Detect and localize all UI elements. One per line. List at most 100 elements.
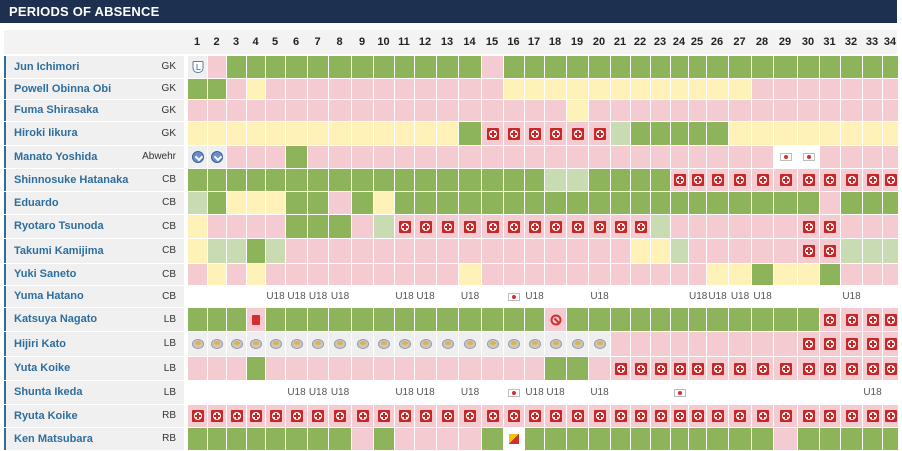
player-name-link[interactable]: Eduardo <box>14 197 59 209</box>
matchday-cell-absent <box>227 146 246 168</box>
matchday-cell-not-in-squad <box>567 381 588 404</box>
matchday-cell-injury <box>545 405 566 427</box>
injury-icon <box>549 127 562 140</box>
matchday-cell-bench <box>247 122 265 145</box>
player-name-link[interactable]: Shunta Ikeda <box>14 386 83 398</box>
matchday-cell-u18: U18 <box>329 381 351 404</box>
matchday-cell-absent <box>286 264 307 285</box>
matchday-cell-available <box>729 308 751 331</box>
matchday-cell-available <box>651 308 670 331</box>
matchday-cell-injury <box>841 405 862 427</box>
player-name-link[interactable]: Ryotaro Tsunoda <box>14 220 104 232</box>
matchday-cell-absent <box>820 192 840 214</box>
matchday-cell-u18: U18 <box>286 286 307 307</box>
matchday-cell-available <box>798 428 819 450</box>
player-name-link[interactable]: Jun Ichimori <box>14 61 80 73</box>
matchday-cell-available <box>883 192 898 214</box>
matchday-cell-bench <box>459 264 481 285</box>
matchday-cell-bench <box>395 122 414 145</box>
matchday-cell-absent <box>671 264 688 285</box>
matchday-cell-absent <box>883 79 898 99</box>
player-name-link[interactable]: Yuma Hatano <box>14 290 84 302</box>
matchday-cell-available <box>266 308 285 331</box>
matchday-cell-available <box>352 169 373 191</box>
injury-icon <box>441 220 454 233</box>
matchday-cell-bench <box>611 79 630 99</box>
player-name-link[interactable]: Shinnosuke Hatanaka <box>14 174 129 186</box>
player-row-header: Yuki Saneto CB <box>4 264 184 285</box>
matchday-cell-available <box>841 56 862 78</box>
matchday-cell-loan <box>395 332 414 356</box>
matchday-cell-injury <box>504 405 524 427</box>
matchday-cell-available <box>415 308 436 331</box>
matchday-cell-available <box>671 122 688 145</box>
matchday-cell-u18: U18 <box>689 286 707 307</box>
injury-icon <box>486 410 499 422</box>
matchday-cell-absent <box>504 100 524 121</box>
matchday-cell-not-in-squad <box>482 381 503 404</box>
injury-icon <box>845 313 858 326</box>
matchday-cell-not-in-squad <box>266 381 285 404</box>
matchday-cell-absent <box>774 332 797 356</box>
matchday-cell-not-in-squad <box>227 381 246 404</box>
matchday-cell-absent <box>266 146 285 168</box>
matchday-cell-absent <box>395 79 414 99</box>
player-name-link[interactable]: Manato Yoshida <box>14 151 98 163</box>
player-name-link[interactable]: Ken Matsubara <box>14 433 93 445</box>
player-name-link[interactable]: Hijiri Kato <box>14 338 66 350</box>
player-name-link[interactable]: Yuki Saneto <box>14 268 77 280</box>
matchday-number: 24 <box>672 36 686 48</box>
matchday-cell-bench <box>729 264 751 285</box>
matchday-cell-available <box>459 56 481 78</box>
loan-icon <box>230 339 243 349</box>
matchday-cell-available <box>774 56 797 78</box>
injury-icon <box>486 220 499 233</box>
matchday-cell-bench <box>651 239 670 263</box>
injury-icon <box>866 410 879 422</box>
matchday-cell-injury <box>798 169 819 191</box>
injury-icon <box>824 313 836 326</box>
matchday-number: 12 <box>418 36 432 48</box>
matchday-cell-absent <box>395 146 414 168</box>
japan-flag-icon <box>508 388 520 397</box>
matchday-cell-absent <box>352 264 373 285</box>
player-name-link[interactable]: Ryuta Koike <box>14 410 78 422</box>
matchday-cell-absent <box>589 239 610 263</box>
player-name-link[interactable]: Katsuya Nagato <box>14 313 98 325</box>
matchday-cell-available <box>883 428 898 450</box>
matchday-cell-available <box>611 428 630 450</box>
matchday-cell-absent <box>395 239 414 263</box>
matchday-cell-absent <box>352 146 373 168</box>
injury-icon <box>250 410 262 422</box>
matchday-cell-absent <box>631 264 650 285</box>
injury-icon <box>593 127 606 140</box>
matchday-cell-absent <box>707 332 728 356</box>
matchday-cell-available <box>651 428 670 450</box>
matchday-cell-absent <box>374 146 394 168</box>
matchday-cell-available <box>707 122 728 145</box>
matchday-cell-not-in-squad <box>545 286 566 307</box>
matchday-cell-bench <box>227 122 246 145</box>
matchday-cell-loan <box>227 332 246 356</box>
matchday-cell-absent <box>567 264 588 285</box>
matchday-cell-injury <box>651 405 670 427</box>
player-name-link[interactable]: Takumi Kamijima <box>14 245 104 257</box>
matchday-cell-available <box>752 308 773 331</box>
matchday-cell-badge <box>188 56 207 78</box>
player-name-link[interactable]: Hiroki Iikura <box>14 127 78 139</box>
player-name-link[interactable]: Yuta Koike <box>14 362 71 374</box>
matchday-cell-absent <box>611 264 630 285</box>
matchday-cell-absent <box>415 100 436 121</box>
matchday-cell-available <box>589 428 610 450</box>
matchday-cell-absent <box>459 79 481 99</box>
player-name-link[interactable]: Powell Obinna Obi <box>14 83 112 95</box>
matchday-cell-available <box>707 56 728 78</box>
player-name-link[interactable]: Fuma Shirasaka <box>14 104 99 116</box>
matchday-cell-absent <box>671 332 688 356</box>
matchday-cell-absent <box>863 79 882 99</box>
matchday-cell-bench <box>208 264 226 285</box>
loan-icon <box>312 339 324 349</box>
matchday-cell-not-in-squad <box>863 286 882 307</box>
matchday-cell-u18: U18 <box>863 381 882 404</box>
matchday-cell-available <box>525 428 544 450</box>
